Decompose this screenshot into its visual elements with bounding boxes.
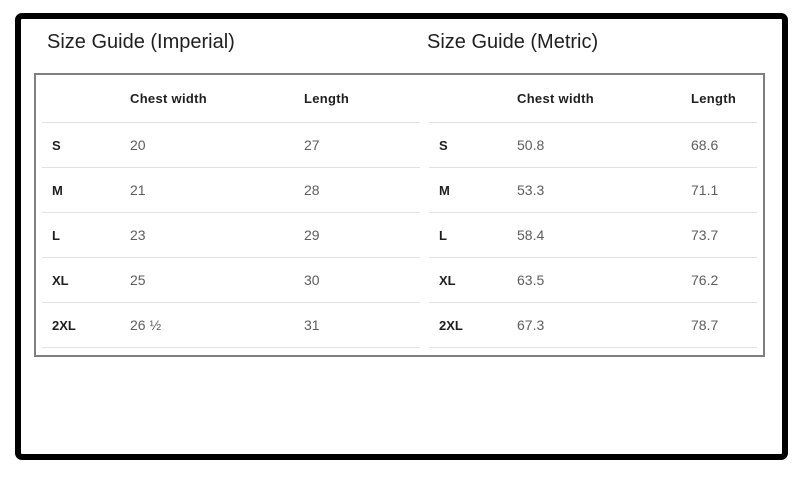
- metric-size-table: Chest width Length S 50.8 68.6 M 53.3 71…: [429, 75, 757, 348]
- table-row: S 50.8 68.6: [429, 123, 757, 168]
- column-header-length: Length: [691, 91, 737, 106]
- chest-width-cell: 58.4: [517, 227, 545, 243]
- table-row: S 20 27: [42, 123, 420, 168]
- size-cell: XL: [52, 272, 69, 288]
- chest-width-cell: 67.3: [517, 317, 545, 333]
- size-cell: 2XL: [52, 317, 76, 333]
- size-cell: XL: [439, 272, 456, 288]
- metric-size-guide-title: Size Guide (Metric): [427, 31, 599, 53]
- table-row: M 21 28: [42, 168, 420, 213]
- chest-width-cell: 21: [130, 182, 146, 198]
- length-cell: 68.6: [691, 137, 719, 153]
- size-cell: M: [52, 182, 63, 198]
- chest-width-cell: 50.8: [517, 137, 545, 153]
- size-cell: L: [439, 227, 447, 243]
- imperial-size-table: Chest width Length S 20 27 M 21 28 L 23 …: [42, 75, 420, 348]
- table-row: M 53.3 71.1: [429, 168, 757, 213]
- table-header-row: Chest width Length: [42, 75, 420, 123]
- size-cell: 2XL: [439, 317, 463, 333]
- table-row: L 23 29: [42, 213, 420, 258]
- length-cell: 73.7: [691, 227, 719, 243]
- chest-width-cell: 63.5: [517, 272, 545, 288]
- chest-width-cell: 20: [130, 137, 146, 153]
- length-cell: 71.1: [691, 182, 719, 198]
- length-cell: 29: [304, 227, 320, 243]
- length-cell: 31: [304, 317, 320, 333]
- column-header-chest-width: Chest width: [517, 91, 594, 106]
- size-cell: S: [52, 137, 61, 153]
- size-cell: L: [52, 227, 60, 243]
- column-header-chest-width: Chest width: [130, 91, 207, 106]
- table-row: 2XL 67.3 78.7: [429, 303, 757, 348]
- chest-width-cell: 53.3: [517, 182, 545, 198]
- length-cell: 30: [304, 272, 320, 288]
- length-cell: 27: [304, 137, 320, 153]
- column-header-length: Length: [304, 91, 350, 106]
- table-row: L 58.4 73.7: [429, 213, 757, 258]
- chest-width-cell: 26 ½: [130, 317, 162, 333]
- size-cell: S: [439, 137, 448, 153]
- table-row: XL 63.5 76.2: [429, 258, 757, 303]
- size-cell: M: [439, 182, 450, 198]
- length-cell: 28: [304, 182, 320, 198]
- size-guide-panel: Size Guide (Imperial) Size Guide (Metric…: [15, 13, 788, 460]
- length-cell: 78.7: [691, 317, 719, 333]
- length-cell: 76.2: [691, 272, 719, 288]
- chest-width-cell: 23: [130, 227, 146, 243]
- table-header-row: Chest width Length: [429, 75, 757, 123]
- size-tables-container: Chest width Length S 20 27 M 21 28 L 23 …: [34, 73, 765, 357]
- chest-width-cell: 25: [130, 272, 146, 288]
- table-row: 2XL 26 ½ 31: [42, 303, 420, 348]
- imperial-size-guide-title: Size Guide (Imperial): [47, 31, 235, 53]
- table-row: XL 25 30: [42, 258, 420, 303]
